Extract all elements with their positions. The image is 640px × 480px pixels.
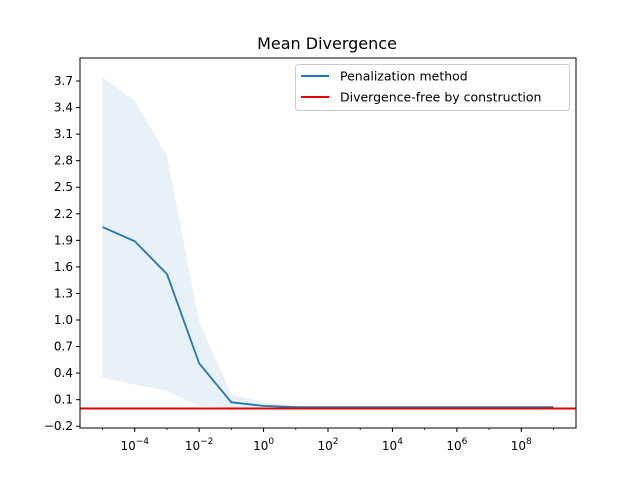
x-tick-label: 102 — [317, 437, 338, 453]
y-tick-label: 3.1 — [54, 127, 73, 141]
x-tick-label: 100 — [253, 437, 274, 453]
y-tick-label: 3.4 — [54, 101, 73, 115]
y-tick-label: 1.6 — [54, 260, 73, 274]
legend-label-1: Divergence-free by construction — [340, 90, 541, 105]
legend-box — [295, 64, 570, 111]
band-layer — [102, 77, 554, 409]
y-tick-label: −0.2 — [44, 419, 73, 433]
x-tick-label: 104 — [382, 437, 403, 453]
x-tick-label: 106 — [446, 437, 467, 453]
y-tick-label: 1.0 — [54, 313, 73, 327]
y-tick-label: 0.7 — [54, 340, 73, 354]
y-tick-label: 2.2 — [54, 207, 73, 221]
legend: Penalization method Divergence-free by co… — [295, 64, 570, 111]
y-tick-label: 2.8 — [54, 154, 73, 168]
x-tick-label: 10−2 — [185, 437, 214, 453]
x-tick-label: 10−4 — [120, 437, 149, 453]
y-tick-label: 0.1 — [54, 393, 73, 407]
x-tick-label: 108 — [511, 437, 532, 453]
y-tick-label: 1.9 — [54, 233, 73, 247]
series-line-0 — [102, 226, 554, 409]
y-tick-label: 3.7 — [54, 74, 73, 88]
plot-area — [79, 57, 577, 429]
y-tick-label: 0.4 — [54, 366, 73, 380]
legend-items: Penalization method Divergence-free by co… — [301, 69, 541, 105]
y-tick-label: 1.3 — [54, 286, 73, 300]
confidence-band-0 — [102, 77, 554, 409]
y-axis: −0.2 0.1 0.4 0.7 1.0 1.3 1.6 1.9 2.2 2.5 2.8 3.1 3.4… — [44, 74, 80, 433]
x-axis: 10−4 10−2 100 102 104 106 108 — [102, 428, 554, 453]
legend-label-0: Penalization method — [340, 69, 468, 84]
line-layer — [102, 226, 554, 409]
chart-title: Mean Divergence — [257, 34, 397, 53]
y-tick-label: 2.5 — [54, 180, 73, 194]
